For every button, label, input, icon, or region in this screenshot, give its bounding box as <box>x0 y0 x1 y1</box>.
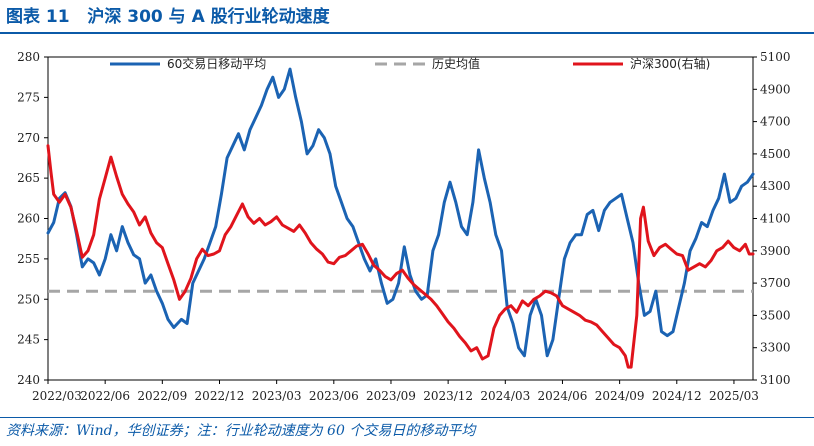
x-tick-label: 2024/06 <box>538 389 588 403</box>
x-tick-label: 2022/06 <box>80 389 130 403</box>
x-tick-label: 2024/03 <box>480 389 530 403</box>
figure-label: 图表 11 <box>6 7 70 27</box>
x-tick-label: 2022/09 <box>137 389 187 403</box>
x-tick-label: 2023/12 <box>423 389 473 403</box>
right-tick-label: 5100 <box>760 50 791 64</box>
legend: 60交易日移动平均 历史均值 沪深300(右轴) <box>110 56 710 71</box>
right-tick-label: 4700 <box>760 115 791 129</box>
right-tick-label: 4300 <box>760 179 791 193</box>
x-tick-label: 2024/12 <box>652 389 702 403</box>
source-divider <box>0 417 814 418</box>
x-tick-label: 2024/09 <box>595 389 645 403</box>
x-tick-label: 2022/03 <box>32 389 82 403</box>
right-tick-label: 3700 <box>760 276 791 290</box>
left-axis: 240 245 250 255 260 265 270 275 280 <box>17 50 48 387</box>
x-tick-label: 2022/12 <box>195 389 245 403</box>
ma60-line <box>46 67 755 358</box>
left-tick-label: 255 <box>17 252 40 266</box>
x-tick-label: 2023/06 <box>309 389 359 403</box>
left-tick-label: 275 <box>17 90 40 104</box>
legend-ma60-label: 60交易日移动平均 <box>167 56 266 71</box>
right-tick-label: 3500 <box>760 308 791 322</box>
series-layer <box>46 67 755 369</box>
source-note: 资料来源：Wind，华创证券；注：行业轮动速度为 60 个交易日的移动平均 <box>6 423 476 439</box>
right-tick-label: 3300 <box>760 341 791 355</box>
title-divider <box>0 32 814 34</box>
chart-canvas: 240 245 250 255 260 265 270 275 280 3100 3300 3500… <box>17 50 791 403</box>
left-tick-label: 250 <box>17 292 40 306</box>
left-tick-label: 270 <box>17 131 40 145</box>
left-tick-label: 245 <box>17 333 40 347</box>
left-tick-label: 240 <box>17 373 40 387</box>
legend-csi300-label: 沪深300(右轴) <box>630 56 710 71</box>
figure-title: 沪深 300 与 A 股行业轮动速度 <box>87 7 330 27</box>
right-tick-label: 4500 <box>760 147 791 161</box>
left-tick-label: 260 <box>17 212 40 226</box>
x-tick-label: 2023/09 <box>366 389 416 403</box>
right-tick-label: 4900 <box>760 82 791 96</box>
left-tick-label: 265 <box>17 171 40 185</box>
x-tick-label: 2023/03 <box>252 389 302 403</box>
right-axis: 3100 3300 3500 3700 3900 4100 4300 4500 4700 4900… <box>753 50 791 387</box>
x-tick-label: 2025/03 <box>709 389 759 403</box>
left-tick-label: 280 <box>17 50 40 64</box>
chart-title: 图表 11 沪深 300 与 A 股行业轮动速度 <box>6 2 330 32</box>
csi300-line <box>46 144 755 369</box>
plot-area-frame <box>47 56 754 381</box>
right-tick-label: 4100 <box>760 212 791 226</box>
legend-historical-mean-label: 历史均值 <box>432 56 480 71</box>
right-tick-label: 3900 <box>760 244 791 258</box>
right-tick-label: 3100 <box>760 373 791 387</box>
